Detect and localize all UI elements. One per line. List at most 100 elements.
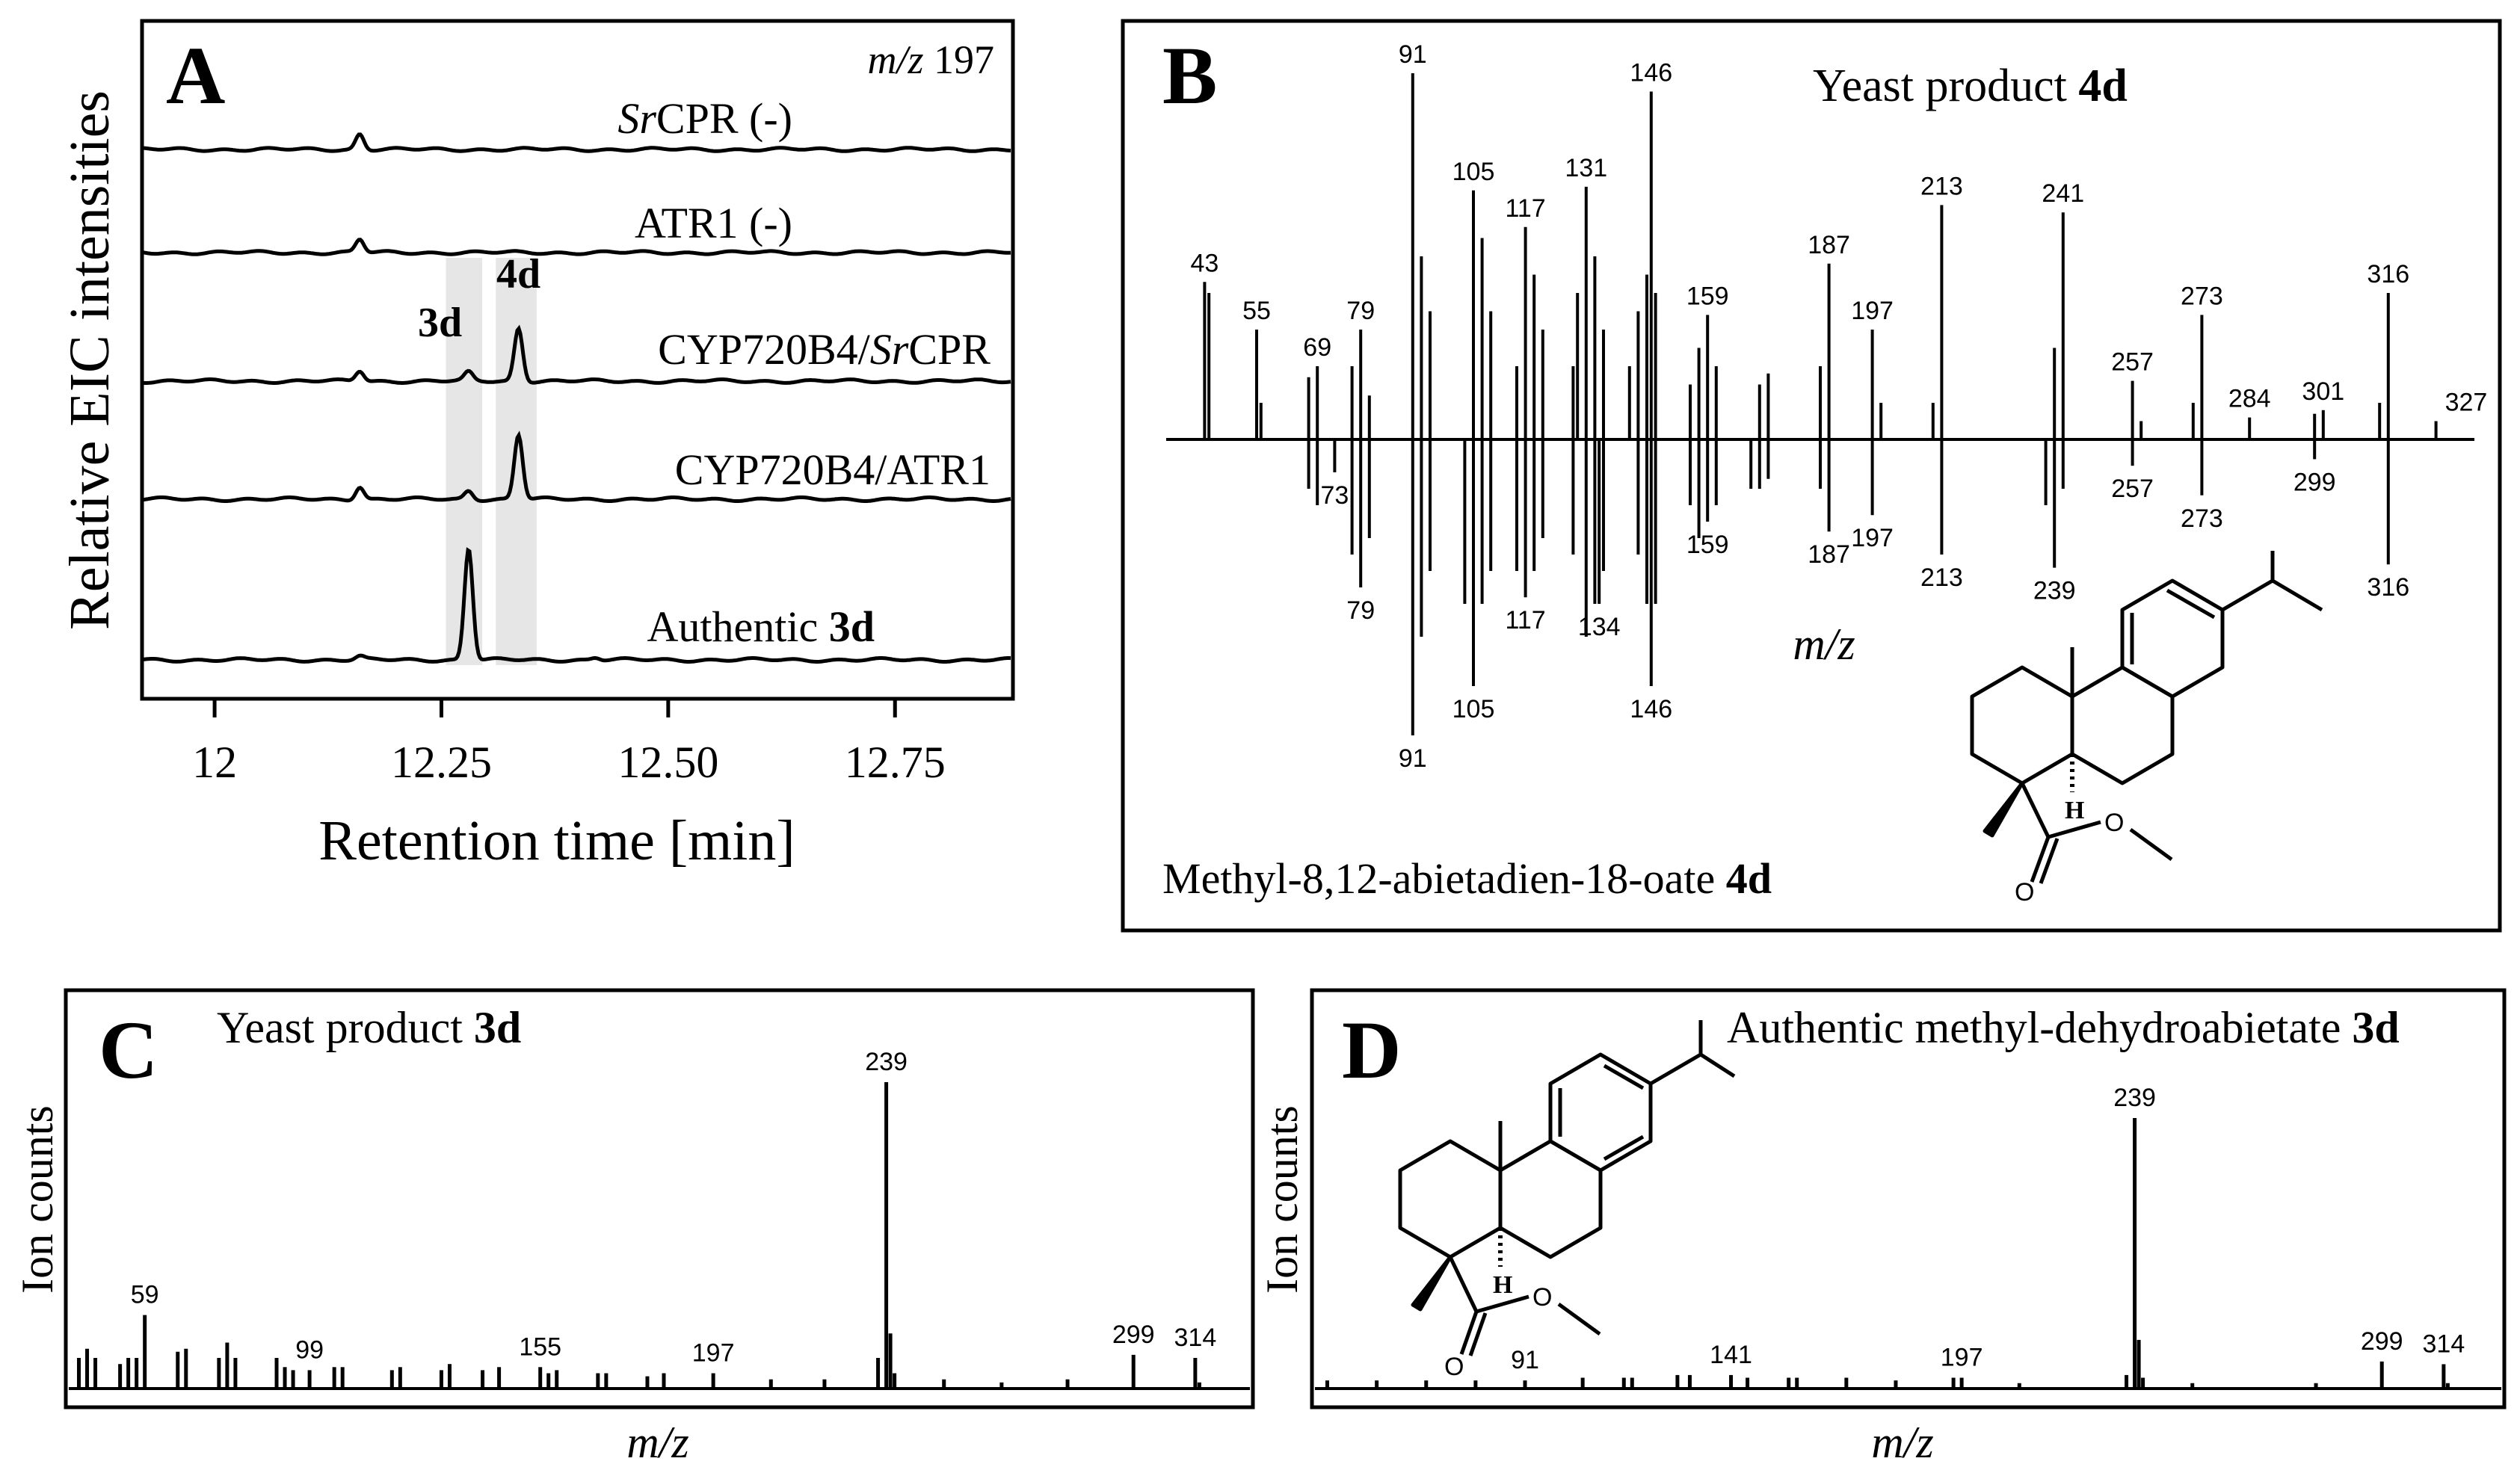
panel-a-shaded-region (496, 258, 537, 665)
panel-b: B Yeast product 4d 43 55 69 79 91 105 117 131 14… (1121, 19, 2502, 933)
panel-d-peak-label: 299 (2361, 1327, 2403, 1356)
panel-a-frame (140, 19, 1015, 701)
panel-a-series-label: ATR1 (-) (635, 199, 792, 247)
panel-d-y-label: Ion counts (1257, 1105, 1307, 1294)
panel-b-top-labels: 43 55 69 79 91 105 117 131 146 159 187 197 213 241 257… (1190, 40, 2487, 417)
panel-b-top-peak-label: 43 (1190, 249, 1219, 277)
panel-d-title: Authentic methyl-dehydroabietate 3d (1727, 1003, 2400, 1052)
panel-a-x-label: Retention time [min] (318, 809, 795, 872)
panel-a-peak-label: 4d (496, 251, 540, 297)
panel-b-bottom-peak-label: 134 (1578, 613, 1621, 641)
panel-c-y-label: Ion counts (13, 1105, 62, 1294)
panel-b-bottom-peak-label: 213 (1920, 563, 1963, 592)
panel-d-peak-label: 141 (1710, 1341, 1752, 1369)
panel-b-structure (1970, 551, 2323, 884)
panel-b-bottom-peak-label: 316 (2367, 573, 2409, 602)
panel-d-frame (1310, 988, 2507, 1409)
panel-b-x-label: m/z (1793, 620, 1855, 669)
panel-a-x-ticks: 12 12.25 12.50 12.75 (192, 699, 946, 787)
panel-c-peak-label: 99 (295, 1335, 324, 1364)
panel-b-top-peak-label: 69 (1303, 333, 1331, 362)
panel-c-peak-label: 299 (1112, 1321, 1155, 1349)
panel-c-peak-label: 197 (692, 1339, 735, 1368)
panel-a-x-tick-label: 12.25 (391, 738, 492, 787)
panel-a-series-label: CYP720B4/SrCPR (658, 325, 991, 374)
panel-a-y-label: Relative EIC intensities (58, 90, 121, 630)
panel-b-top-peak-label: 91 (1399, 40, 1427, 69)
panel-b-letter: B (1162, 30, 1217, 121)
panel-d-peaks (1325, 1118, 2450, 1389)
panel-b-structure-o-atom-2: O (2104, 809, 2124, 837)
panel-d-peak-label: 314 (2423, 1330, 2465, 1358)
panel-c-labels: 59 99 155 197 239 299 314 (131, 1048, 1216, 1368)
panel-b-bottom-peak-label: 187 (1808, 540, 1850, 569)
panel-b-bottom-peak-label: 257 (2111, 475, 2154, 503)
panel-b-bottom-peak-label: 79 (1346, 596, 1375, 625)
panel-a-series-label: Authentic 3d (647, 602, 875, 651)
panel-c-peak-label: 59 (131, 1281, 159, 1309)
panel-b-top-peak-label: 301 (2302, 377, 2344, 406)
panel-a-trace (143, 324, 1011, 386)
panel-b-bottom-peak-label: 146 (1630, 695, 1672, 723)
panel-b-top-peak-label: 257 (2111, 348, 2154, 377)
panel-b-top-peak-label: 327 (2445, 389, 2488, 417)
panel-d-structure-o-atom-1: O (1444, 1353, 1464, 1381)
panel-b-top-peak-label: 105 (1452, 158, 1495, 186)
panel-b-structure-o-atom-1: O (2015, 878, 2034, 907)
panel-a-trace (143, 238, 1011, 256)
panel-b-top-peak-label: 273 (2181, 282, 2223, 310)
panel-b-title: Yeast product 4d (1813, 61, 2128, 111)
panel-a: A m/z 197 Relative EIC intensities Reten… (58, 19, 1015, 872)
panel-a-trace (143, 547, 1011, 664)
panel-b-top-peaks (1203, 73, 2438, 439)
panel-b-bottom-peak-label: 73 (1320, 481, 1349, 510)
panel-d-structure-o-atom-2: O (1532, 1283, 1552, 1312)
panel-b-bottom-peak-label: 105 (1452, 695, 1495, 723)
panel-b-top-peak-label: 131 (1565, 154, 1607, 182)
panel-d-x-label: m/z (1871, 1418, 1933, 1467)
panel-a-letter: A (166, 30, 225, 121)
panel-b-bottom-peak-label: 197 (1851, 524, 1894, 552)
panel-b-frame (1121, 19, 2502, 933)
panel-b-top-peak-label: 159 (1686, 282, 1729, 310)
panel-d-letter: D (1342, 1004, 1401, 1096)
panel-b-top-peak-label: 117 (1505, 194, 1545, 223)
panel-c-letter: C (99, 1004, 158, 1096)
panel-a-peak-label: 3d (418, 300, 462, 346)
panel-b-bottom-peak-label: 273 (2181, 504, 2223, 533)
panel-b-top-peak-label: 79 (1346, 297, 1375, 325)
panel-a-series-label: CYP720B4/ATR1 (675, 445, 991, 494)
panel-a-peak-labels: 3d 4d (418, 251, 540, 346)
panel-b-top-peak-label: 316 (2367, 260, 2409, 288)
panel-c-title: Yeast product 3d (217, 1003, 521, 1052)
panel-b-compound-name: Methyl-8,12-abietadien-18-oate 4d (1162, 854, 1772, 903)
panel-b-top-peak-label: 187 (1808, 231, 1850, 259)
panel-a-trace-labels: SrCPR (-) ATR1 (-) CYP720B4/SrCPR CYP720B4/… (617, 94, 991, 651)
panel-b-bottom-peak-label: 299 (2293, 468, 2336, 496)
panel-d: D Authentic methyl-dehydroabietate 3d Io… (1257, 988, 2507, 1467)
panel-a-x-tick-label: 12 (192, 738, 237, 787)
panel-b-bottom-peak-label: 159 (1686, 531, 1729, 559)
panel-a-mz-label: m/z 197 (867, 37, 994, 82)
panel-a-x-tick-label: 12.75 (845, 738, 946, 787)
panel-b-top-peak-label: 284 (2228, 385, 2271, 413)
panel-b-bottom-peaks (1307, 439, 2390, 735)
panel-d-labels: 91 141 197 239 299 314 (1511, 1084, 2465, 1374)
panel-d-peak-label: 91 (1511, 1346, 1539, 1374)
panel-b-top-peak-label: 213 (1920, 172, 1963, 200)
panel-d-peak-label: 239 (2113, 1084, 2156, 1112)
panel-d-structure-h-atom: H (1493, 1271, 1512, 1299)
panel-c-peaks (77, 1082, 1201, 1389)
panel-a-trace (143, 430, 1011, 504)
panel-b-top-peak-label: 241 (2042, 179, 2084, 208)
panel-c-peak-label: 314 (1174, 1324, 1217, 1352)
panel-d-structure (1398, 1020, 1736, 1356)
panel-c-x-label: m/z (626, 1418, 688, 1467)
panel-b-top-peak-label: 197 (1851, 297, 1894, 325)
panel-c-frame (64, 988, 1255, 1409)
panel-c-peak-label: 239 (865, 1048, 908, 1076)
panel-b-bottom-peak-label: 91 (1399, 744, 1427, 773)
panel-a-x-tick-label: 12.50 (617, 738, 718, 787)
